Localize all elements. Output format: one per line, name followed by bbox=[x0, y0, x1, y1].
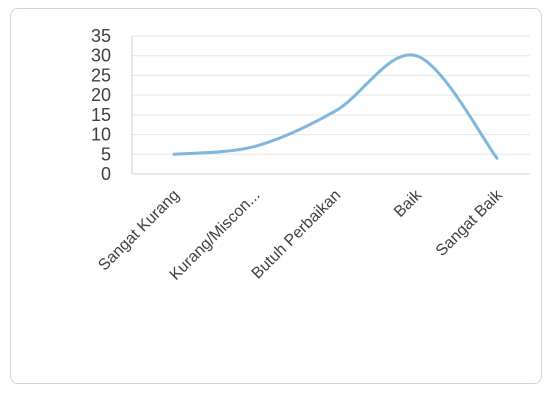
y-tick-label: 30 bbox=[91, 46, 111, 66]
y-tick-label: 20 bbox=[91, 85, 111, 105]
y-tick-label: 25 bbox=[91, 65, 111, 85]
y-tick-label: 5 bbox=[101, 144, 111, 164]
gridlines bbox=[132, 35, 530, 155]
y-tick-label: 35 bbox=[91, 26, 111, 46]
x-tick-label: Baik bbox=[391, 186, 426, 221]
chart-frame bbox=[10, 8, 542, 384]
y-tick-label: 10 bbox=[91, 125, 111, 145]
x-tick-label: Butuh Perbaikan bbox=[249, 187, 345, 283]
x-tick-label: Sangat Baik bbox=[433, 186, 507, 260]
y-tick-label: 15 bbox=[91, 105, 111, 125]
y-tick-label: 0 bbox=[101, 164, 111, 184]
x-tick-label: Sangat Kurang bbox=[95, 187, 183, 275]
series-group bbox=[172, 53, 499, 160]
series-line-0 bbox=[172, 53, 499, 160]
